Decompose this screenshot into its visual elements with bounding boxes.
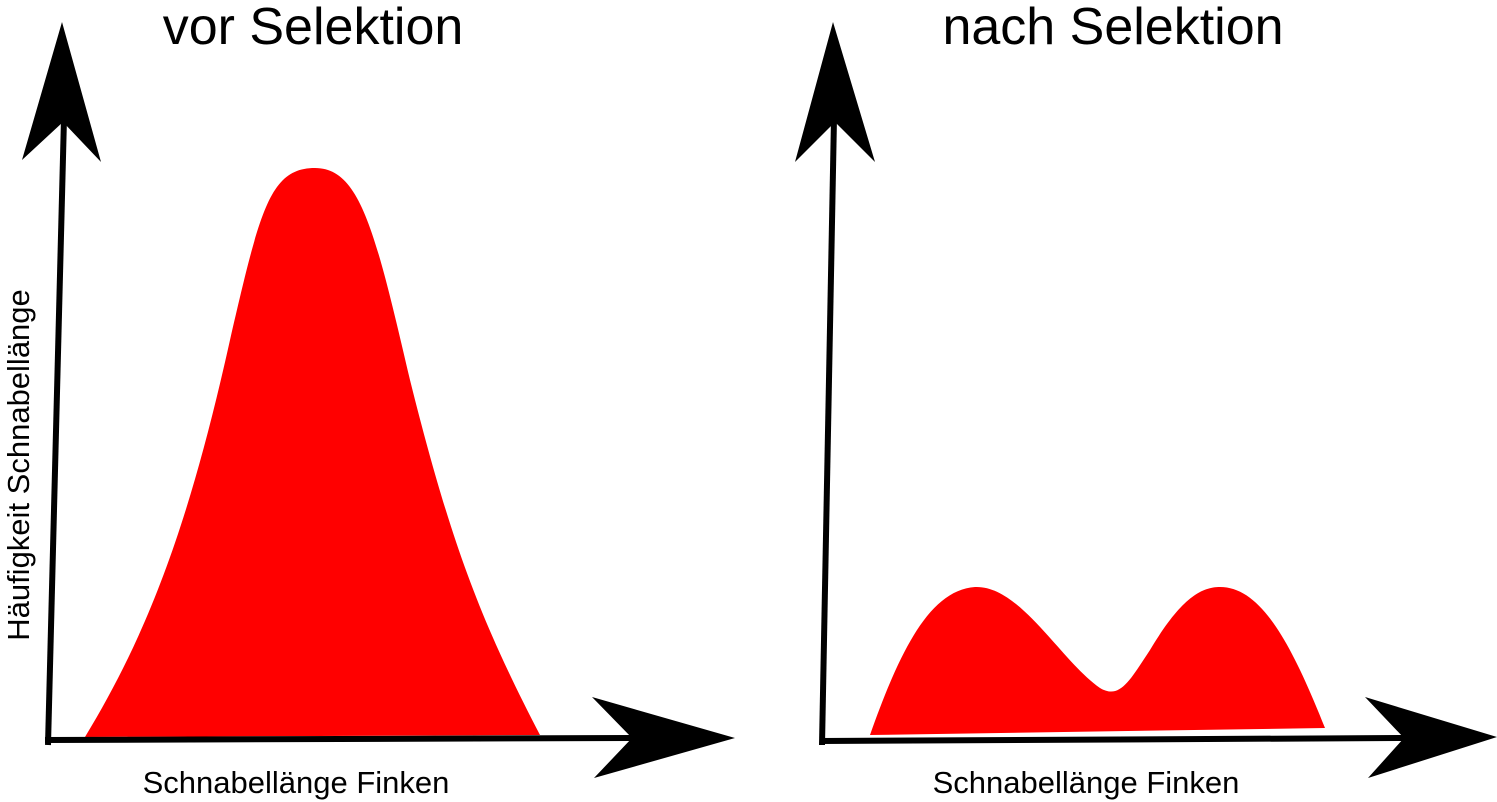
panel-before: vor Selektion Schnabellänge Finken Häufi… bbox=[1, 0, 735, 800]
y-axis-arrow bbox=[795, 22, 875, 162]
panel-after: nach Selektion Schnabellänge Finken bbox=[795, 0, 1497, 800]
y-axis bbox=[45, 117, 67, 746]
x-axis-label: Schnabellänge Finken bbox=[143, 765, 450, 800]
x-axis-arrow bbox=[1365, 697, 1497, 778]
x-axis bbox=[819, 735, 1405, 744]
distribution-before bbox=[85, 168, 540, 737]
x-axis bbox=[44, 735, 633, 743]
x-axis-arrow bbox=[592, 697, 735, 778]
y-axis bbox=[819, 117, 837, 746]
distribution-after bbox=[870, 586, 1325, 735]
y-axis-arrow bbox=[22, 22, 101, 162]
x-axis-label: Schnabellänge Finken bbox=[933, 765, 1240, 800]
panel-title: vor Selektion bbox=[163, 0, 464, 56]
panel-title: nach Selektion bbox=[942, 0, 1283, 56]
y-axis-label: Häufigkeit Schnabellänge bbox=[1, 289, 36, 641]
